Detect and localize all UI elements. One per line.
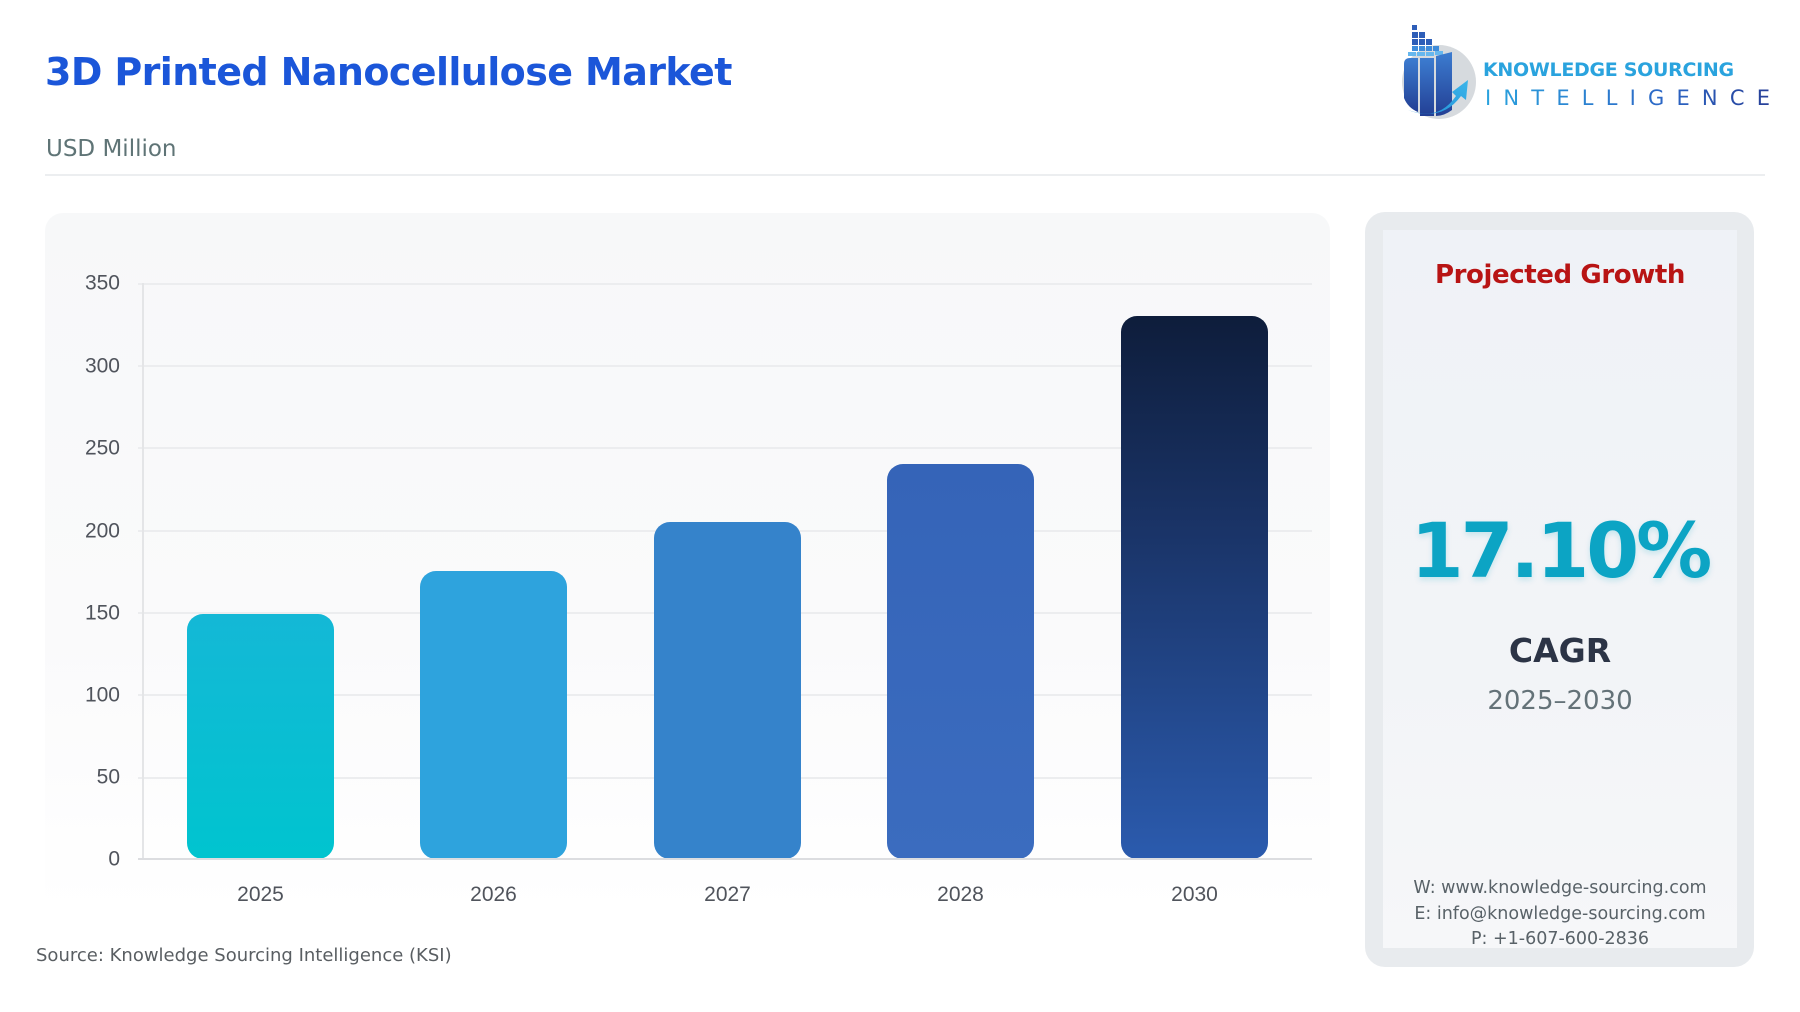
projected-growth-heading: Projected Growth — [1434, 260, 1685, 290]
bar-2030[interactable] — [1121, 316, 1268, 859]
unit-subtitle: USD Million — [46, 136, 177, 162]
bar-2028[interactable] — [887, 464, 1034, 859]
contact-email[interactable]: E: info@knowledge-sourcing.com — [1414, 904, 1706, 924]
projected-growth-card: Projected Growth 17.10% CAGR 2025–2030 W… — [1383, 230, 1737, 948]
cagr-value: 17.10% — [1410, 506, 1713, 595]
page-title: 3D Printed Nanocellulose Market — [45, 50, 732, 94]
header-divider — [45, 174, 1765, 176]
bar-chart-growth-arrow-icon — [1402, 25, 1476, 119]
source-note: Source: Knowledge Sourcing Intelligence … — [36, 945, 452, 966]
bar-2025[interactable] — [187, 614, 334, 859]
contact-website[interactable]: W: www.knowledge-sourcing.com — [1413, 878, 1707, 898]
logo-text-knowledge-sourcing: KNOWLEDGE SOURCING — [1483, 59, 1734, 81]
contact-phone: P: +1-607-600-2836 — [1470, 929, 1650, 949]
cagr-period: 2025–2030 — [1487, 686, 1633, 716]
logo-text-intelligence: INTELLIGENCE — [1485, 86, 1783, 110]
projected-growth-panel: Projected Growth 17.10% CAGR 2025–2030 W… — [1365, 212, 1754, 967]
cagr-label: CAGR — [1508, 631, 1612, 670]
bar-2026[interactable] — [420, 571, 567, 859]
company-logo: KNOWLEDGE SOURCING INTELLIGENCE — [1398, 22, 1770, 122]
bar-2027[interactable] — [654, 522, 801, 859]
